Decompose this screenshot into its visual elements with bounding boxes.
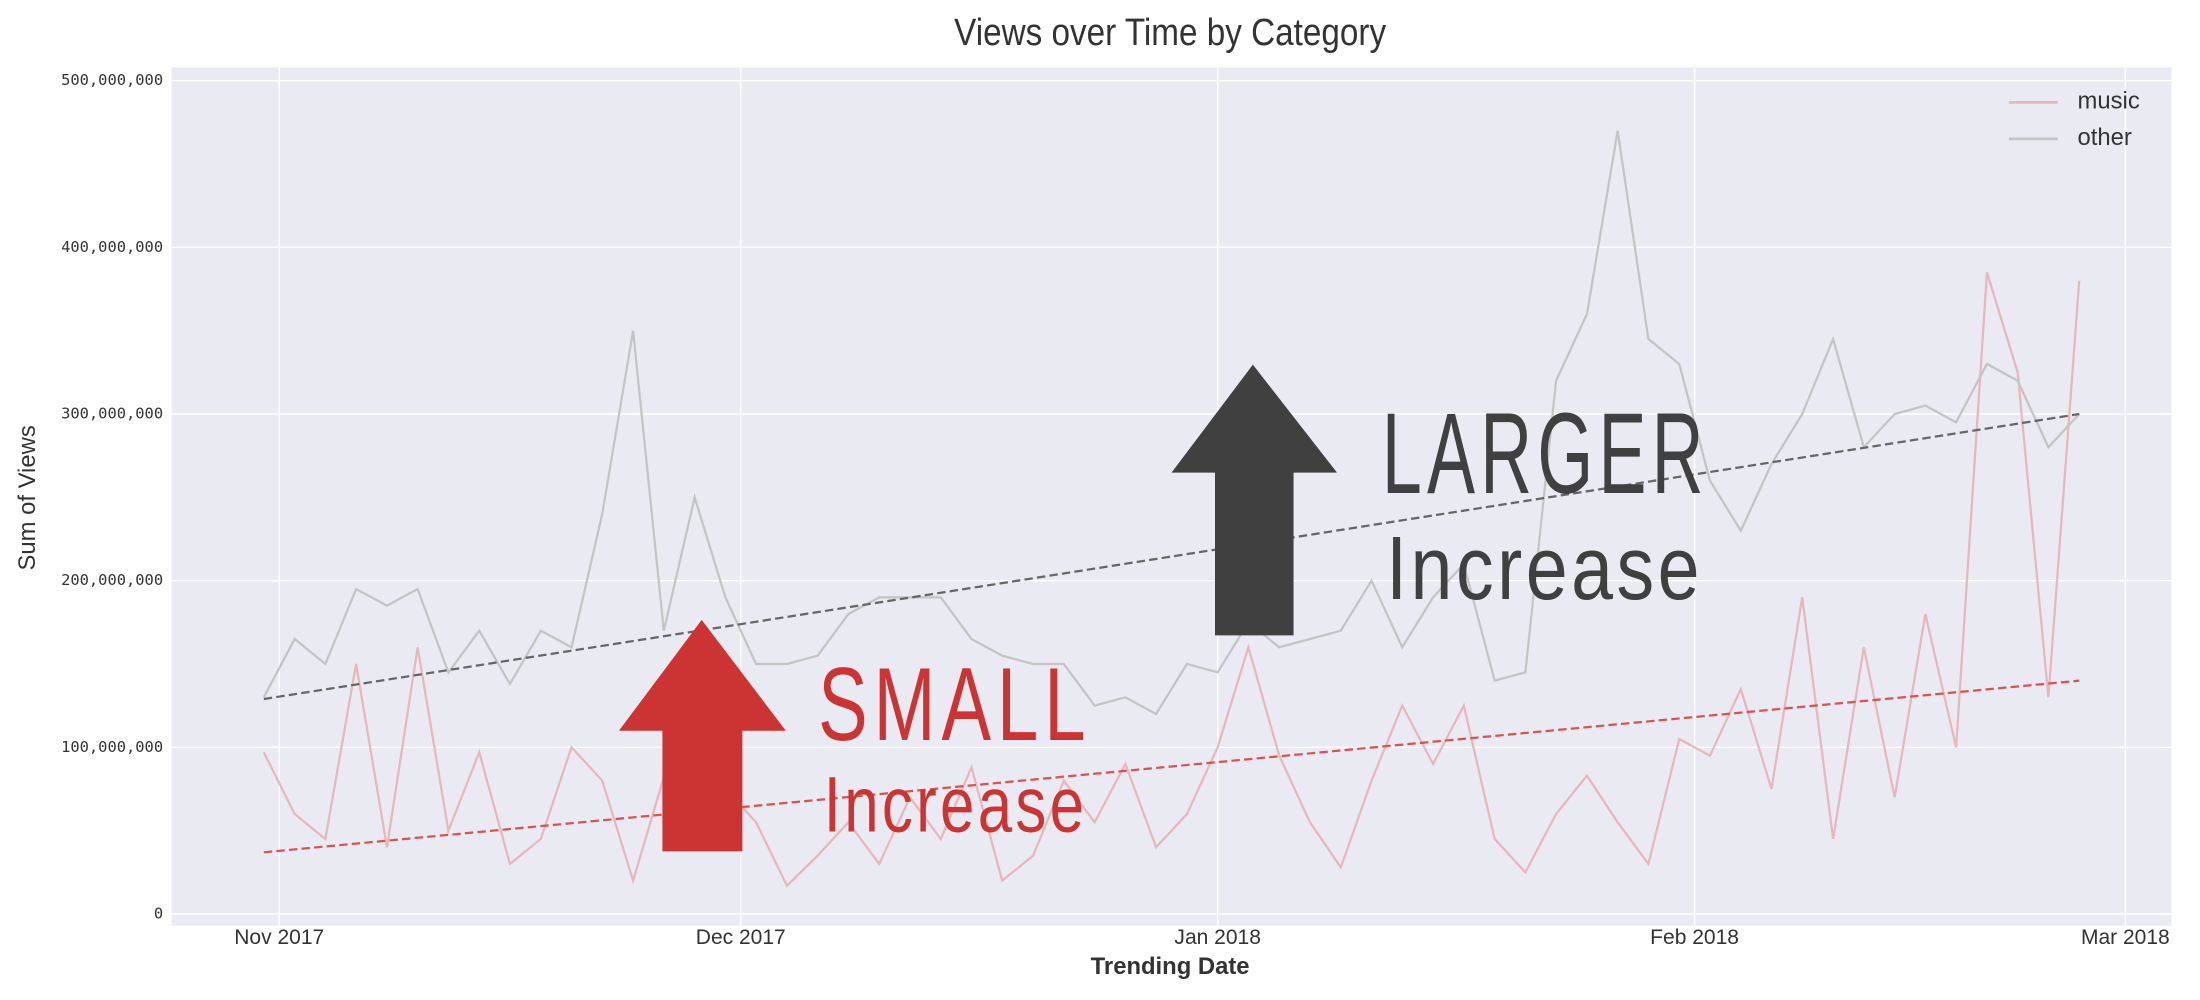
y-tick-label: 400,000,000 [61,238,163,256]
lines [262,130,2081,888]
legend-label: other [2078,124,2132,151]
chart-title: Views over Time by Category [954,12,1386,54]
y-axis-label: Sum of Views [14,425,41,570]
x-tick-label: Mar 2018 [2081,926,2170,949]
x-axis-label: Trending Date [1091,953,1250,980]
x-tick-label: Jan 2018 [1174,926,1260,949]
y-tick-label: 100,000,000 [61,738,163,756]
trend-line [263,679,2080,854]
grid [171,67,2172,926]
annotation: Increase [824,760,1088,848]
larger-arrow [1171,364,1338,636]
legend: music other [2008,88,2140,151]
annotation: LARGER [1382,390,1709,518]
x-tick-label: Dec 2017 [696,926,786,949]
legend-label: music [2078,88,2140,115]
y-tick-label: 500,000,000 [61,71,163,89]
y-tick-label: 0 [154,904,163,922]
trend-line [263,412,2080,701]
x-tick-label: Nov 2017 [234,926,324,949]
annotation: Increase [1386,519,1703,619]
series-line [262,272,2081,888]
y-tick-label: 200,000,000 [61,571,163,589]
annotation: SMALL [818,646,1091,762]
series-line [262,130,2081,716]
x-tick-label: Feb 2018 [1650,926,1739,949]
y-tick-label: 300,000,000 [61,404,163,422]
plot-area [171,67,2172,926]
small-arrow [618,619,786,852]
